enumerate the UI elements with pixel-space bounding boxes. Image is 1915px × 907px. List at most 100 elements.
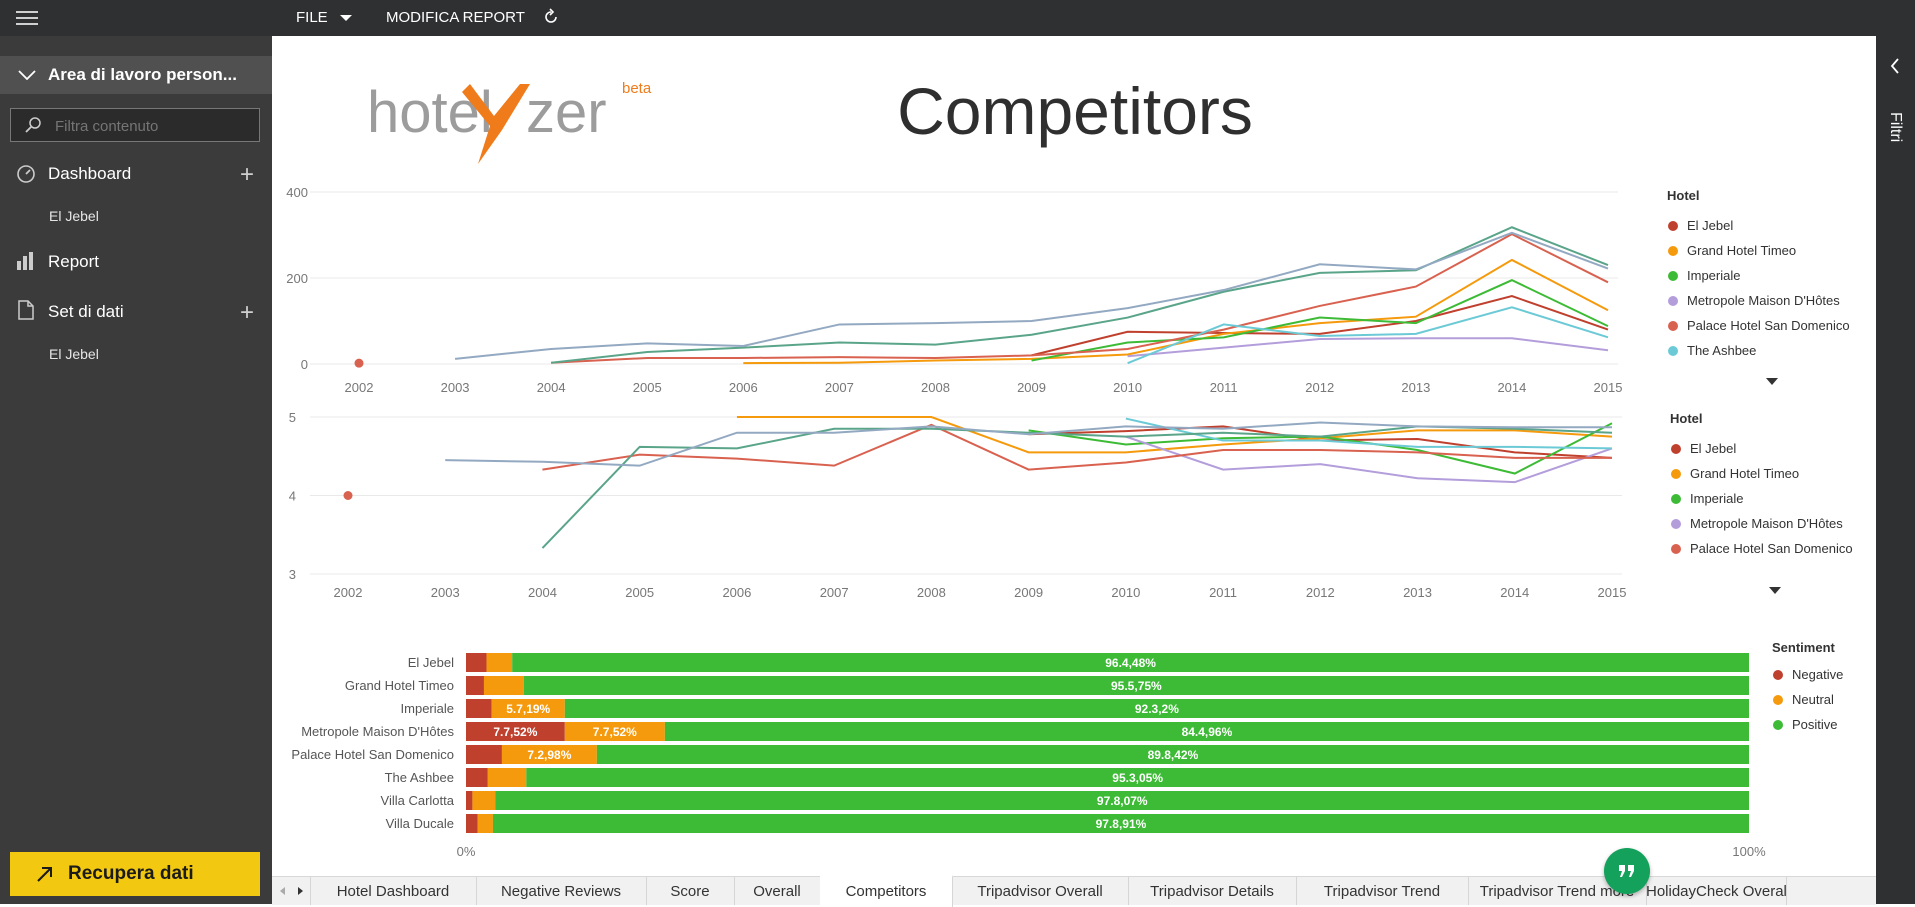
tab-tripadvisor-trend[interactable]: Tripadvisor Trend <box>1296 877 1469 905</box>
category-label: Palace Hotel San Domenico <box>291 747 454 762</box>
edit-report-button[interactable]: MODIFICA REPORT <box>386 9 525 26</box>
x-tick-label: 2015 <box>1598 585 1627 600</box>
data-label: 96.4,48% <box>1105 656 1156 670</box>
data-label: 97.8,91% <box>1096 817 1147 831</box>
refresh-icon[interactable] <box>542 8 560 26</box>
x-tick-label: 2004 <box>528 585 557 600</box>
bar-segment <box>526 768 1749 787</box>
x-tick-label: 2006 <box>722 585 751 600</box>
tab-score[interactable]: Score <box>646 877 735 905</box>
x-tick-label: 2005 <box>633 380 662 395</box>
nav-report[interactable]: Report <box>0 248 272 278</box>
tab-prev-icon[interactable] <box>280 887 285 895</box>
bar-segment <box>466 791 473 810</box>
tab-overall[interactable]: Overall <box>734 877 821 905</box>
x-tick-label: 2012 <box>1306 585 1335 600</box>
category-label: The Ashbee <box>385 770 454 785</box>
tab-tripadvisor-trend-more[interactable]: Tripadvisor Trend more <box>1468 877 1647 905</box>
legend-label: Metropole Maison D'Hôtes <box>1690 516 1843 531</box>
series-line <box>445 421 1612 467</box>
dashboard-item-el-jebel[interactable]: El Jebel <box>49 208 99 224</box>
x-tick-label: 2011 <box>1210 380 1238 395</box>
legend-marker <box>1773 695 1783 705</box>
x-tick-label: 2013 <box>1403 585 1432 600</box>
tab-negative-reviews[interactable]: Negative Reviews <box>476 877 647 905</box>
legend-label: Palace Hotel San Domenico <box>1690 541 1853 556</box>
tab-hotel-dashboard[interactable]: Hotel Dashboard <box>310 877 477 905</box>
legend-marker <box>1671 494 1681 504</box>
sentiment-chart: El Jebel 96.4,48% Grand Hotel Timeo 95.5,75… <box>291 640 1843 859</box>
filters-rail[interactable]: Filtri <box>1876 36 1915 904</box>
add-dataset-icon[interactable]: + <box>240 299 255 326</box>
x-tick-label: 2014 <box>1500 585 1529 600</box>
report-visuals: hotel zer beta Competitors 0 200 400 2002 20… <box>286 74 1853 859</box>
search-input[interactable] <box>53 115 253 137</box>
bar-segment <box>472 791 496 810</box>
tab-tripadvisor-details[interactable]: Tripadvisor Details <box>1128 877 1297 905</box>
x-tick-label: 2009 <box>1014 585 1043 600</box>
x-tick-label: 2005 <box>625 585 654 600</box>
y-tick-label: 400 <box>286 185 308 200</box>
hotelyzer-logo: hotel zer beta <box>367 80 652 164</box>
nav-dashboard[interactable]: Dashboard + <box>0 160 272 190</box>
bar-segment <box>664 722 1749 741</box>
x-tick-label: 2008 <box>921 380 950 395</box>
x-tick-label: 2015 <box>1594 380 1623 395</box>
search-field[interactable] <box>10 108 260 142</box>
bar-segment <box>466 745 502 764</box>
series-line <box>542 423 1612 471</box>
y-tick-label: 200 <box>286 271 308 286</box>
legend-scroll-down-icon <box>1769 587 1781 594</box>
legend-label: El Jebel <box>1687 218 1733 233</box>
feedback-button[interactable] <box>1604 848 1650 894</box>
data-label: 7.2,98% <box>527 748 571 762</box>
chevron-left-icon[interactable] <box>1890 58 1900 74</box>
x-tick-label: 2013 <box>1401 380 1430 395</box>
legend-marker <box>1668 221 1678 231</box>
add-dashboard-icon[interactable]: + <box>240 161 255 188</box>
document-icon <box>18 300 34 320</box>
nav-datasets[interactable]: Set di dati + <box>0 298 272 328</box>
bar-segment <box>466 699 492 718</box>
dataset-item-el-jebel[interactable]: El Jebel <box>49 346 99 362</box>
category-label: Grand Hotel Timeo <box>345 678 454 693</box>
tab-holidaycheck-overall[interactable]: HolidayCheck Overall <box>1646 877 1787 905</box>
workspace-selector[interactable]: Area di lavoro person... <box>0 56 272 94</box>
x-tick-label: 2003 <box>431 585 460 600</box>
data-label: 5.7,19% <box>506 702 550 716</box>
bar-segment <box>486 653 513 672</box>
legend-label: Imperiale <box>1690 491 1743 506</box>
bar-segment <box>466 814 478 833</box>
page-tabs: Hotel Dashboard Negative Reviews Score Over… <box>272 875 1876 907</box>
series-line <box>1031 295 1609 357</box>
top-bar: FILE MODIFICA REPORT <box>0 0 1915 36</box>
x-tick-label: 2011 <box>1209 585 1237 600</box>
file-menu[interactable]: FILE <box>296 0 352 36</box>
bar-segment <box>491 699 565 718</box>
logo-mark <box>462 84 530 164</box>
x-tick-label: 2006 <box>729 380 758 395</box>
hamburger-icon[interactable] <box>16 10 38 26</box>
quote-icon <box>1619 865 1634 877</box>
tab-competitors[interactable]: Competitors <box>820 875 953 907</box>
data-point <box>354 358 364 368</box>
series-line <box>736 416 1613 454</box>
y-tick-label: 0 <box>301 357 308 372</box>
legend-marker <box>1671 469 1681 479</box>
tab-tripadvisor-overall[interactable]: Tripadvisor Overall <box>952 877 1129 905</box>
tab-next-icon[interactable] <box>298 887 303 895</box>
nav-dashboard-label: Dashboard <box>48 164 132 183</box>
legend-marker <box>1671 444 1681 454</box>
x-tick-label: 2009 <box>1017 380 1046 395</box>
legend-marker <box>1671 544 1681 554</box>
x-tick-label: 2012 <box>1305 380 1334 395</box>
legend-marker <box>1668 321 1678 331</box>
bar-segment <box>466 653 487 672</box>
series-line <box>1125 435 1613 484</box>
nav-datasets-label: Set di dati <box>48 302 124 321</box>
legend-label: Imperiale <box>1687 268 1740 283</box>
get-data-button[interactable]: Recupera dati <box>10 852 260 896</box>
bar-segment <box>564 722 665 741</box>
filters-label: Filtri <box>1887 112 1904 143</box>
data-label: 84.4,96% <box>1182 725 1233 739</box>
